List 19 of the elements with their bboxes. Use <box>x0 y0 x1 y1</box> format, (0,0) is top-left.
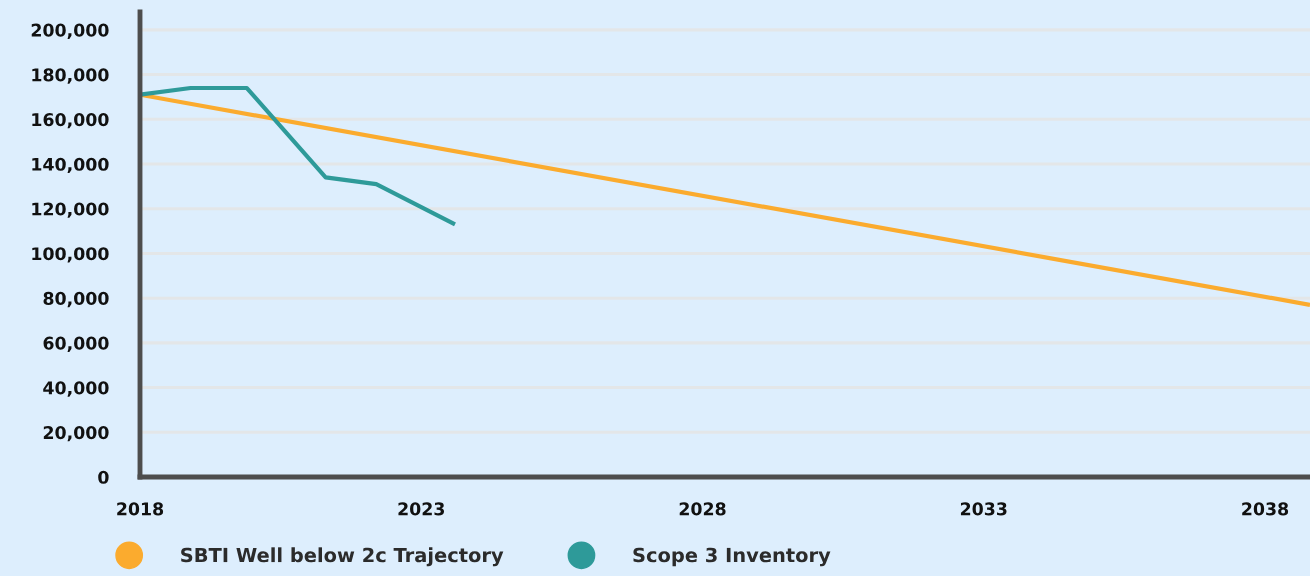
x-tick-label: 2033 <box>960 502 1007 516</box>
y-tick-label: 140,000 <box>32 157 109 174</box>
x-tick-label: 2018 <box>117 502 164 516</box>
x-tick-label: 2028 <box>679 502 726 516</box>
x-tick-label: 2038 <box>1242 502 1289 516</box>
y-tick-label: 100,000 <box>32 247 109 263</box>
legend-label: SBTI Well below 2c Trajectory <box>181 547 504 567</box>
x-tick-label: 2023 <box>398 502 445 516</box>
y-tick-label: 80,000 <box>43 291 109 308</box>
y-tick-label: 40,000 <box>43 381 109 397</box>
y-tick-label: 200,000 <box>31 23 109 39</box>
y-tick-label: 120,000 <box>32 202 109 218</box>
line-series <box>140 85 458 227</box>
y-tick-label: 0 <box>98 470 109 484</box>
legend-label: Scope 3 Inventory <box>633 547 831 567</box>
y-tick-label: 20,000 <box>43 426 109 442</box>
y-tick-label: 160,000 <box>32 113 109 129</box>
y-tick-label: 60,000 <box>43 336 109 352</box>
y-tick-label: 180,000 <box>32 68 109 84</box>
